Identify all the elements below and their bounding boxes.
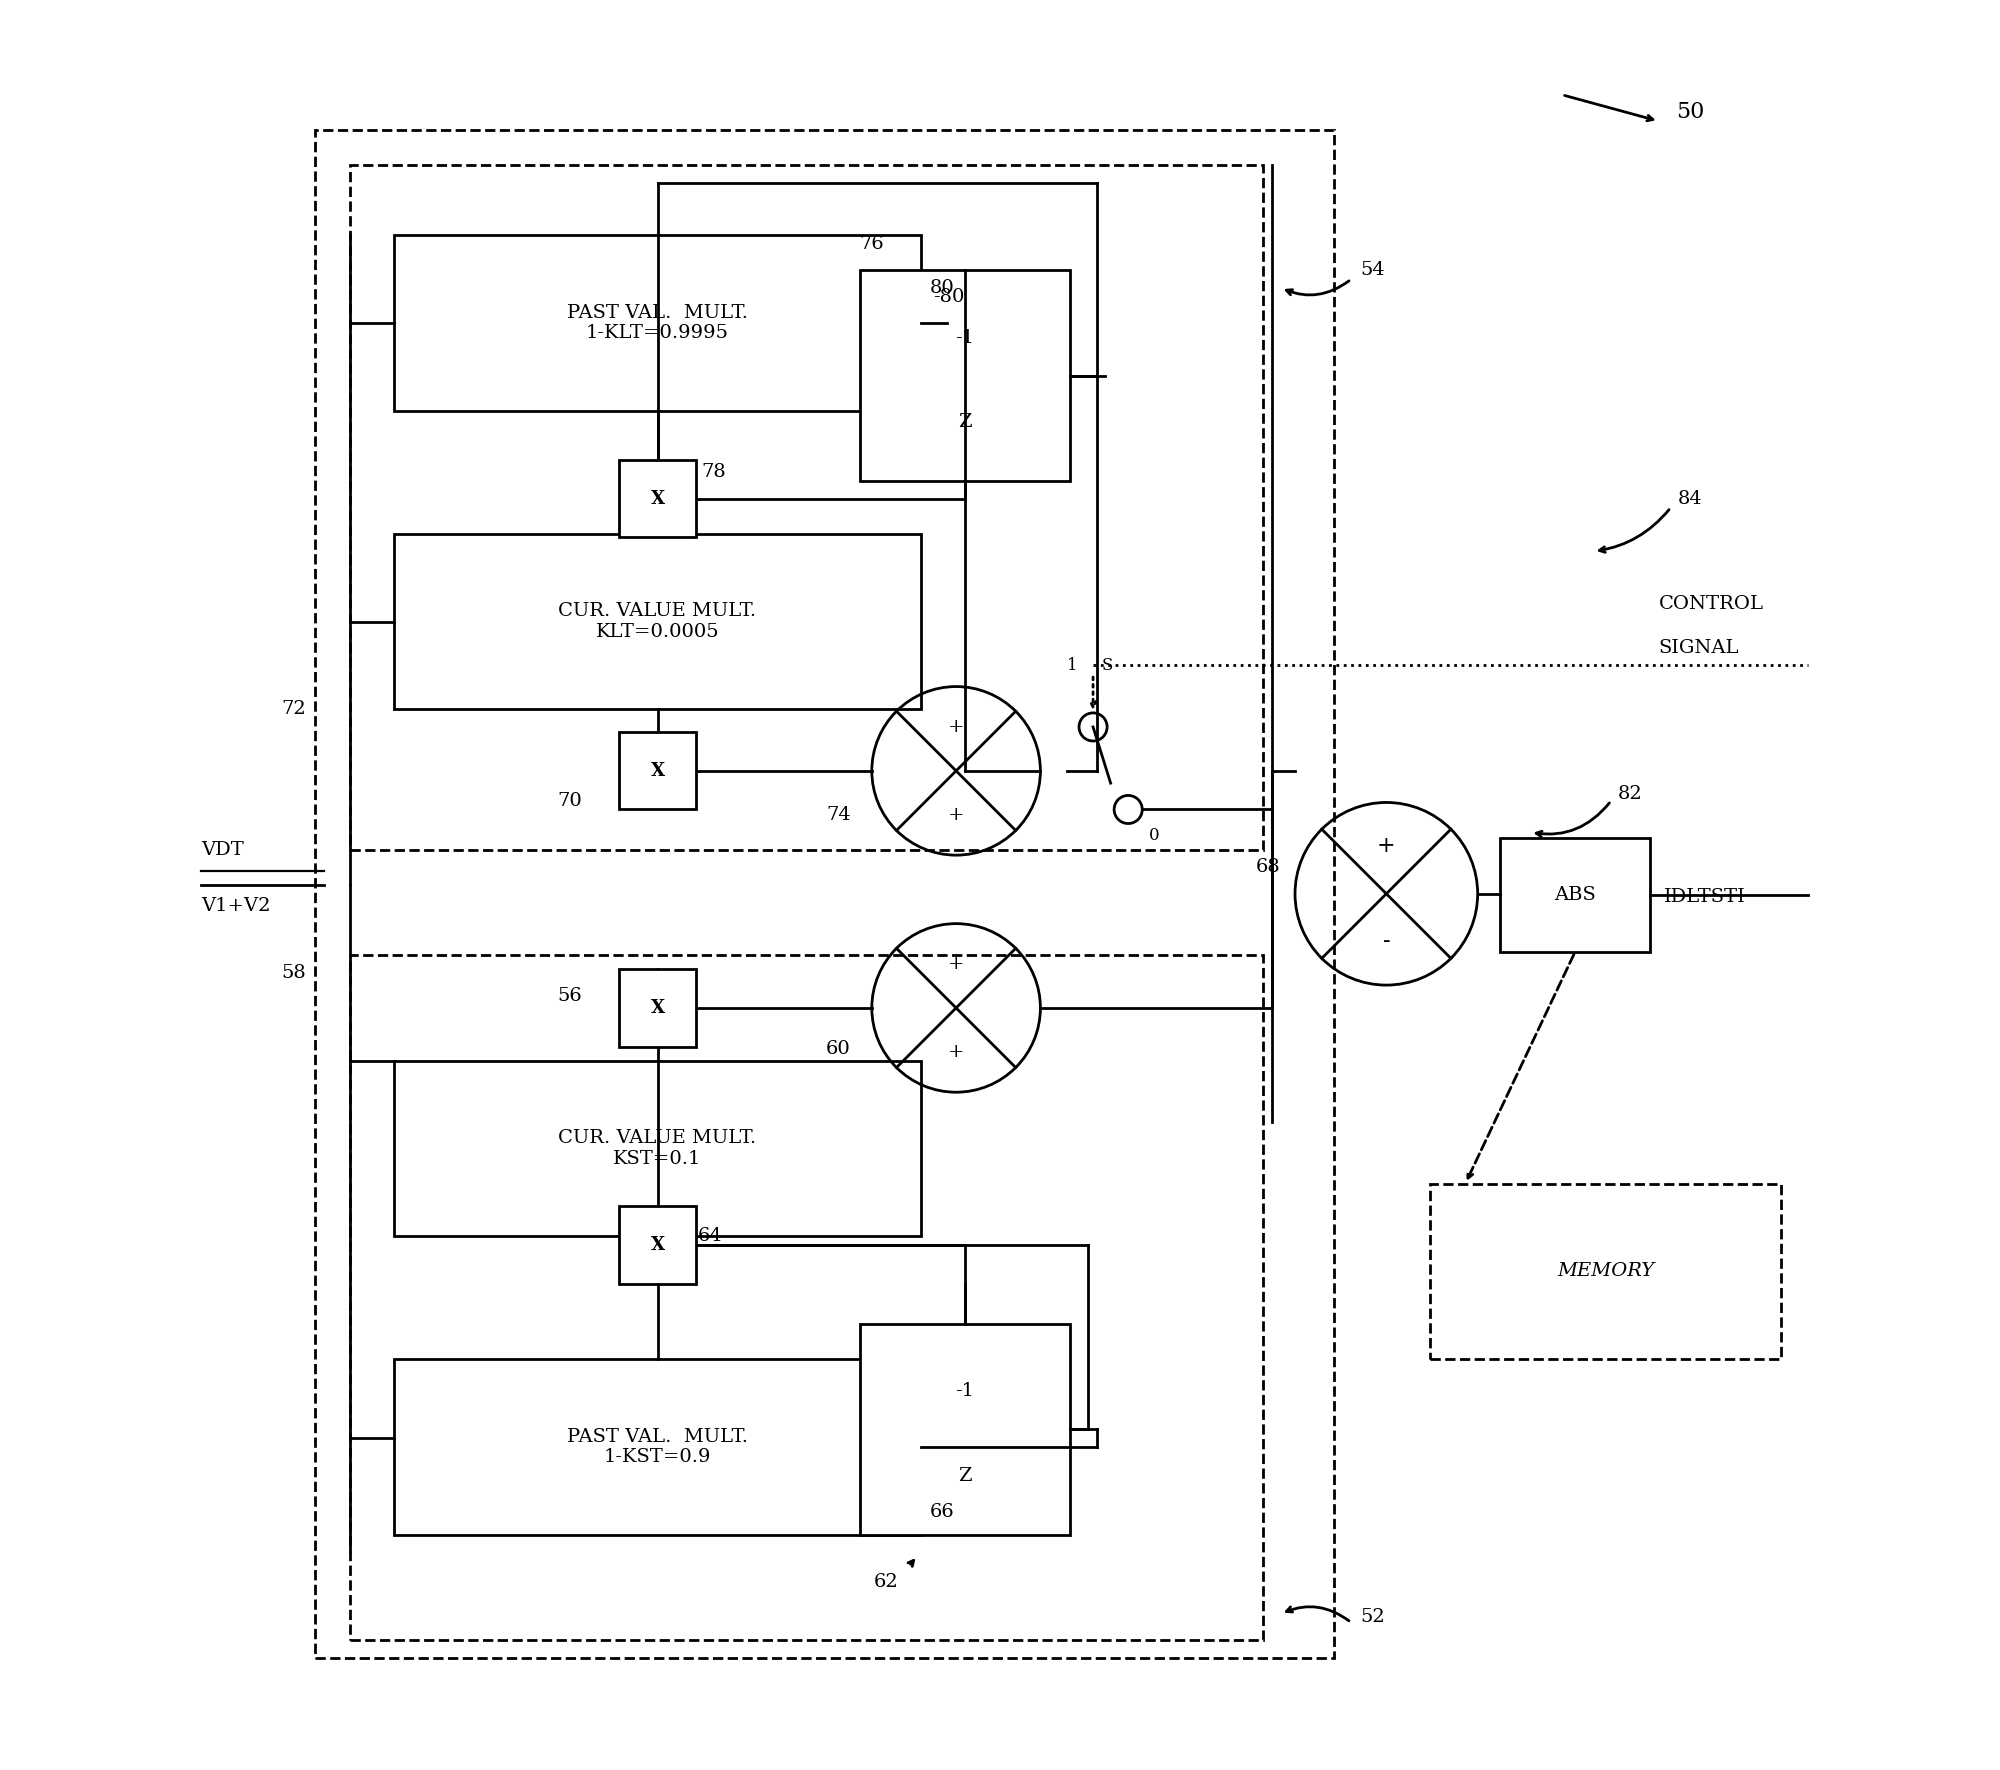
Text: -: -	[1382, 931, 1390, 952]
Text: -1: -1	[956, 1382, 974, 1400]
Text: X: X	[650, 1235, 664, 1253]
Text: ABS: ABS	[1554, 885, 1596, 904]
Text: 56: 56	[558, 988, 582, 1005]
Text: 0: 0	[1150, 827, 1160, 844]
Text: CONTROL: CONTROL	[1658, 595, 1764, 612]
Bar	[394, 1060, 920, 1235]
Text: 84: 84	[1678, 490, 1702, 508]
Text: 66: 66	[930, 1503, 954, 1520]
Text: +: +	[948, 956, 964, 974]
Text: 72: 72	[282, 701, 306, 719]
Text: X: X	[650, 998, 664, 1018]
Text: IDLTSTI: IDLTSTI	[1664, 889, 1746, 906]
Text: Z: Z	[958, 1467, 972, 1485]
Bar	[618, 970, 696, 1046]
Text: CUR. VALUE MULT.
KLT=0.0005: CUR. VALUE MULT. KLT=0.0005	[558, 602, 756, 641]
Text: 52: 52	[1360, 1609, 1384, 1627]
Text: 78: 78	[702, 464, 726, 481]
Text: CUR. VALUE MULT.
KST=0.1: CUR. VALUE MULT. KST=0.1	[558, 1129, 756, 1168]
Bar	[350, 165, 1264, 850]
Text: 80: 80	[930, 280, 954, 297]
Bar	[394, 1359, 920, 1535]
Text: 62: 62	[874, 1574, 898, 1591]
Text: 68: 68	[1256, 858, 1280, 876]
Text: X: X	[650, 761, 664, 781]
Text: +: +	[948, 719, 964, 736]
Text: MEMORY: MEMORY	[1558, 1262, 1654, 1280]
Text: 1: 1	[1066, 657, 1078, 674]
Text: -1: -1	[956, 329, 974, 347]
Text: 64: 64	[698, 1227, 722, 1246]
Text: +: +	[1378, 835, 1396, 857]
Bar	[860, 1324, 1070, 1535]
Text: V1+V2: V1+V2	[200, 897, 270, 915]
Text: -80: -80	[934, 289, 964, 306]
Text: 82: 82	[1618, 784, 1642, 802]
Text: +: +	[948, 1043, 964, 1060]
Bar	[618, 1207, 696, 1283]
Bar	[394, 235, 920, 411]
Text: SIGNAL: SIGNAL	[1658, 639, 1740, 657]
Text: 50: 50	[1676, 101, 1704, 124]
Bar	[860, 271, 1070, 481]
Bar	[618, 460, 696, 538]
Text: S: S	[1102, 657, 1114, 674]
Bar	[1430, 1184, 1782, 1359]
Text: 60: 60	[826, 1039, 850, 1057]
Text: 74: 74	[826, 805, 850, 825]
Text: VDT: VDT	[200, 841, 244, 858]
Text: 76: 76	[860, 235, 884, 253]
Text: +: +	[948, 805, 964, 823]
Text: X: X	[650, 490, 664, 508]
Text: PAST VAL.  MULT.
1-KST=0.9: PAST VAL. MULT. 1-KST=0.9	[568, 1428, 748, 1466]
Bar	[316, 129, 1334, 1658]
Bar	[394, 535, 920, 710]
Text: PAST VAL.  MULT.
1-KLT=0.9995: PAST VAL. MULT. 1-KLT=0.9995	[568, 304, 748, 342]
Text: 70: 70	[558, 791, 582, 811]
Text: Z: Z	[958, 412, 972, 432]
Text: 54: 54	[1360, 262, 1384, 280]
Bar	[350, 956, 1264, 1641]
Bar	[618, 733, 696, 809]
Text: 58: 58	[282, 965, 306, 982]
Bar	[1500, 837, 1650, 952]
